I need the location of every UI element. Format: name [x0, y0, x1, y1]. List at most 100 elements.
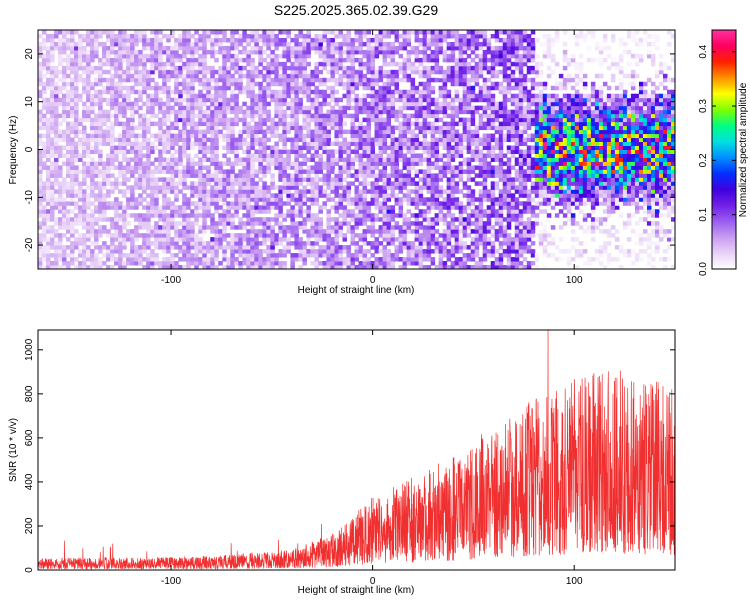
- heatmap-cell: [146, 41, 151, 47]
- heatmap-cell: [462, 145, 468, 150]
- heatmap-cell: [250, 141, 255, 147]
- heatmap-cell: [334, 261, 339, 266]
- heatmap-cell: [90, 133, 95, 139]
- heatmap-cell: [286, 173, 291, 178]
- heatmap-cell: [186, 30, 191, 35]
- heatmap-cell: [222, 49, 227, 55]
- heatmap-cell: [434, 69, 440, 75]
- heatmap-cell: [210, 73, 215, 79]
- heatmap-cell: [282, 249, 287, 254]
- heatmap-cell: [386, 157, 392, 162]
- heatmap-cell: [418, 69, 424, 75]
- heatmap-cell: [134, 81, 139, 87]
- heatmap-cell: [58, 165, 63, 170]
- heatmap-cell: [198, 173, 203, 178]
- heatmap-cell: [114, 57, 119, 63]
- heatmap-cell: [426, 165, 432, 170]
- heatmap-cell: [142, 81, 147, 87]
- heatmap-cell: [170, 121, 175, 127]
- heatmap-cell: [102, 121, 107, 127]
- heatmap-cell: [74, 117, 79, 123]
- heatmap-cell: [62, 261, 67, 266]
- heatmap-cell: [50, 97, 55, 103]
- heatmap-cell: [198, 241, 203, 246]
- heatmap-cell: [50, 41, 55, 47]
- heatmap-cell: [162, 157, 167, 162]
- heatmap-cell: [178, 221, 183, 226]
- heatmap-cell: [210, 30, 215, 35]
- heatmap-cell: [214, 245, 219, 250]
- heatmap-cell: [318, 89, 323, 95]
- heatmap-cell: [50, 89, 55, 95]
- heatmap-cell: [106, 89, 111, 95]
- heatmap-cell: [150, 161, 155, 166]
- heatmap-cell: [450, 217, 456, 222]
- heatmap-cell: [270, 149, 275, 154]
- heatmap-cell: [82, 169, 87, 174]
- heatmap-cell: [402, 89, 408, 95]
- heatmap-cell: [322, 53, 327, 59]
- heatmap-cell: [202, 245, 207, 250]
- heatmap-cell: [378, 141, 384, 147]
- heatmap-cell: [50, 213, 55, 218]
- heatmap-cell: [322, 149, 327, 154]
- heatmap-cell: [230, 89, 235, 95]
- heatmap-cell: [374, 189, 380, 194]
- heatmap-cell: [118, 133, 123, 139]
- heatmap-cell: [218, 165, 223, 170]
- heatmap-cell: [442, 165, 448, 170]
- heatmap-cell: [146, 45, 151, 51]
- heatmap-cell: [174, 133, 179, 139]
- heatmap-cell: [54, 137, 59, 143]
- heatmap-cell: [394, 181, 400, 186]
- heatmap-cell: [422, 253, 428, 258]
- heatmap-cell: [302, 133, 307, 139]
- heatmap-cell: [102, 141, 107, 147]
- heatmap-cell: [374, 177, 380, 182]
- heatmap-cell: [214, 237, 219, 242]
- heatmap-cell: [186, 173, 191, 178]
- heatmap-cell: [382, 265, 388, 269]
- heatmap-cell: [214, 89, 219, 95]
- heatmap-cell: [302, 105, 307, 111]
- heatmap-cell: [114, 181, 119, 186]
- heatmap-cell: [358, 125, 364, 131]
- heatmap-cell: [414, 57, 420, 63]
- heatmap-cell: [166, 145, 171, 150]
- heatmap-cell: [374, 41, 380, 47]
- heatmap-cell: [114, 261, 119, 266]
- heatmap-cell: [126, 201, 131, 206]
- heatmap-cell: [234, 233, 239, 238]
- heatmap-cell: [126, 117, 131, 123]
- heatmap-cell: [362, 265, 368, 269]
- heatmap-cell: [110, 157, 115, 162]
- heatmap-cell: [454, 61, 460, 67]
- heatmap-cell: [262, 129, 267, 135]
- heatmap-cell: [226, 217, 231, 222]
- heatmap-cell: [246, 145, 251, 150]
- heatmap-cell: [446, 145, 452, 150]
- heatmap-cell: [190, 49, 195, 55]
- heatmap-cell: [334, 177, 339, 182]
- heatmap-cell: [362, 145, 368, 150]
- heatmap-cell: [70, 185, 75, 190]
- heatmap-cell: [114, 217, 119, 222]
- heatmap-cell: [118, 237, 123, 242]
- heatmap-cell: [366, 57, 372, 63]
- heatmap-cell: [190, 241, 195, 246]
- heatmap-cell: [130, 53, 135, 59]
- heatmap-cell: [98, 189, 103, 194]
- heatmap-cell: [346, 253, 351, 258]
- heatmap-cell: [354, 189, 360, 194]
- heatmap-cell: [242, 33, 247, 39]
- heatmap-cell: [258, 93, 263, 99]
- heatmap-cell: [226, 161, 231, 166]
- heatmap-cell: [82, 65, 87, 71]
- heatmap-cell: [102, 53, 107, 59]
- heatmap-cell: [322, 165, 327, 170]
- heatmap-cell: [338, 57, 343, 63]
- heatmap-cell: [222, 33, 227, 39]
- heatmap-cell: [50, 261, 55, 266]
- heatmap-cell: [378, 169, 384, 174]
- heatmap-cell: [46, 65, 51, 71]
